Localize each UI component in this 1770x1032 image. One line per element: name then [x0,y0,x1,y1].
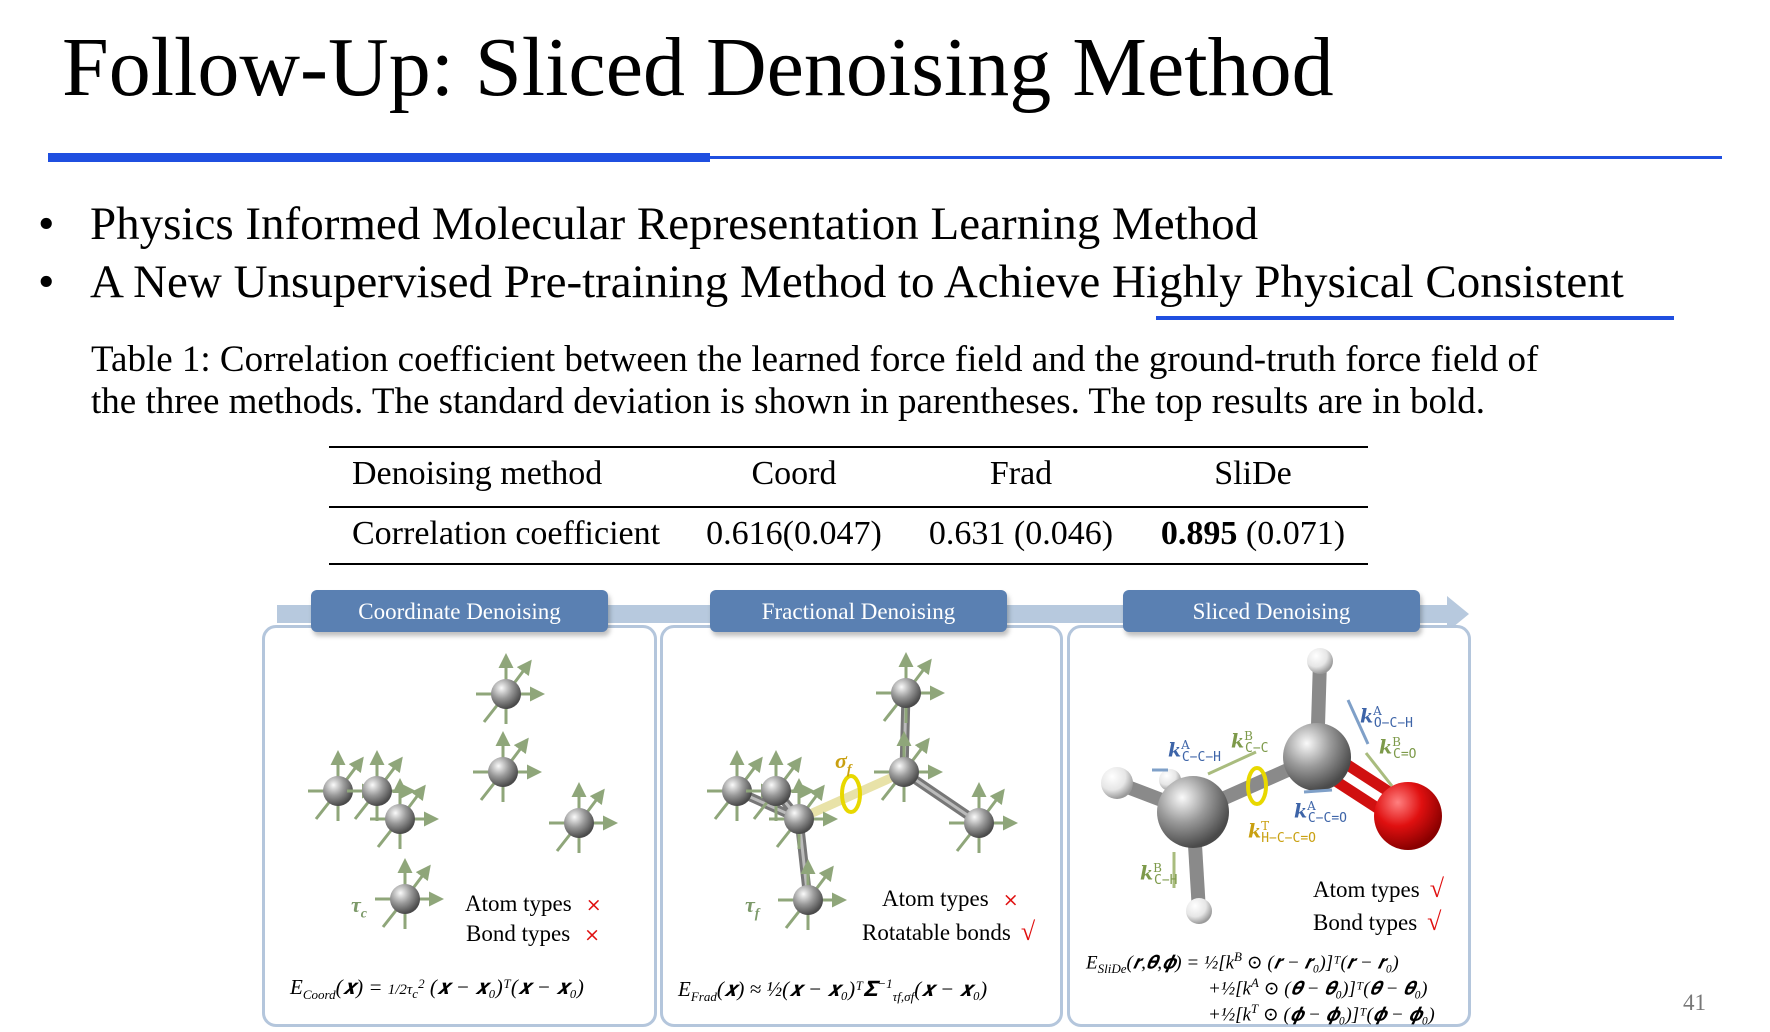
force-arrow [1207,750,1257,776]
force-constant-label: kAC−C=O [1294,799,1347,827]
acetaldehyde-molecule [1101,648,1442,924]
atom [491,679,521,709]
cross-icon: × [1002,889,1019,911]
check-icon: √ [1427,907,1442,936]
table-caption-line1: Table 1: Correlation coefficient between… [91,339,1539,380]
table-mid-rule [329,506,1368,508]
panel-fractional-denoising: τf σf Atom types × Rotatable bonds √ EFrad… [660,625,1063,1027]
cross-icon: × [585,894,602,916]
hydrogen-atom [1186,898,1212,924]
title-rule-thick [48,153,710,162]
atom [793,885,823,915]
atom [362,776,392,806]
panel-coordinate-denoising: τc Atom types × Bond types × ECoord(𝒙) = 1… [262,625,657,1027]
tab-coordinate-denoising: Coordinate Denoising [311,590,608,632]
page-number: 41 [1683,990,1706,1015]
cross-icon: × [584,924,601,946]
bullet-text: A New Unsupervised Pre-training Method t… [90,256,1113,308]
carbon-atom [1283,723,1351,791]
formula-slide-line3: +½[kT ⊙ (𝝓 − 𝝓₀)]ᵀ(𝝓 − 𝝓₀) [1208,1001,1435,1026]
bullet-dot: • [38,256,55,308]
force-arrow [1303,788,1333,794]
carbon-atom [1157,776,1229,848]
force-constant-label: kBC−C [1231,729,1269,757]
header-method: Denoising method [352,455,603,492]
bullet-text: Physics Informed Molecular Representatio… [90,198,1259,250]
atom [390,884,420,914]
atom [722,776,752,806]
atom [964,808,994,838]
table-caption-line2: the three methods. The standard deviatio… [91,381,1486,422]
torsion-icon [1246,766,1268,806]
slide-title: Follow-Up: Sliced Denoising Method [62,21,1334,114]
arrow-head-icon [1447,596,1469,632]
highlight-underline [1156,316,1674,320]
tab-fractional-denoising: Fractional Denoising [710,590,1007,632]
force-constant-label: kAC−C−H [1168,738,1221,766]
tau-f-label: τf [745,892,760,922]
rotatable-bond [797,767,906,824]
formula-coord: ECoord(𝒙) = 1/2τc2 (𝒙 − 𝒙₀)ᵀ(𝒙 − 𝒙₀) [290,975,584,1003]
atom [385,804,415,834]
force-constant-label: kBC=O [1379,735,1417,763]
check-icon: √ [1429,874,1444,903]
atom [761,776,791,806]
atom [889,757,919,787]
table-top-rule [329,446,1368,448]
coordinate-noise-molecule [308,653,618,929]
atom [784,804,814,834]
check-icon: √ [1020,917,1036,946]
force-constant-label: kTH−C−C=O [1248,819,1316,847]
check-atom-types: Atom types × [465,891,602,916]
check-bond-types: Bond types √ [1313,907,1442,936]
bond-highlight [903,770,980,825]
force-constant-label: kAO−C−H [1360,704,1413,732]
table-bottom-rule [329,563,1368,565]
force-arrow [1364,752,1394,787]
atom [323,776,353,806]
check-atom-types: Atom types × [882,886,1019,911]
atom [488,757,518,787]
hydrogen-atom [1307,648,1333,674]
formula-slide-line2: +½[kA ⊙ (𝜽 − 𝜽₀)]ᵀ(𝜽 − 𝜽₀) [1208,975,1428,1000]
rotation-icon [840,774,862,814]
tab-sliced-denoising: Sliced Denoising [1123,590,1420,632]
sigma-f-label: σf [835,748,852,778]
formula-frad: EFrad(𝒙) ≈ ½(𝒙 − 𝒙₀)ᵀ𝚺−1τf,σf(𝒙 − 𝒙₀) [678,976,988,1005]
check-atom-types: Atom types √ [1313,874,1444,903]
bullet-1: • Physics Informed Molecular Representati… [38,196,1258,252]
bullet-highlight: Highly Physical Consistent [1112,256,1624,308]
bullet-2: • A New Unsupervised Pre-training Method … [38,254,1624,310]
formula-slide-line1: ESliDe(𝒓,𝜽,𝝓) = ½[kB ⊙ (𝒓 − 𝒓₀)]ᵀ(𝒓 − 𝒓₀… [1086,949,1399,977]
check-rotatable-bonds: Rotatable bonds √ [862,917,1036,946]
row-label: Correlation coefficient [352,515,661,552]
atom [891,678,921,708]
title-rule-thin [710,156,1722,159]
bullet-dot: • [38,198,55,250]
tau-c-label: τc [351,892,367,922]
fractional-noise-molecule [707,652,1018,930]
atom [564,808,594,838]
force-constant-label: kBC−H [1140,861,1178,889]
force-arrow [1346,699,1370,745]
oxygen-atom [1374,782,1442,850]
hydrogen-atom [1101,767,1133,799]
panel-sliced-denoising: kAC−C−H kBC−C kAO−C−H kBC=O kAC−C=O kTH−C−C=O… [1067,625,1471,1027]
check-bond-types: Bond types × [466,921,601,946]
